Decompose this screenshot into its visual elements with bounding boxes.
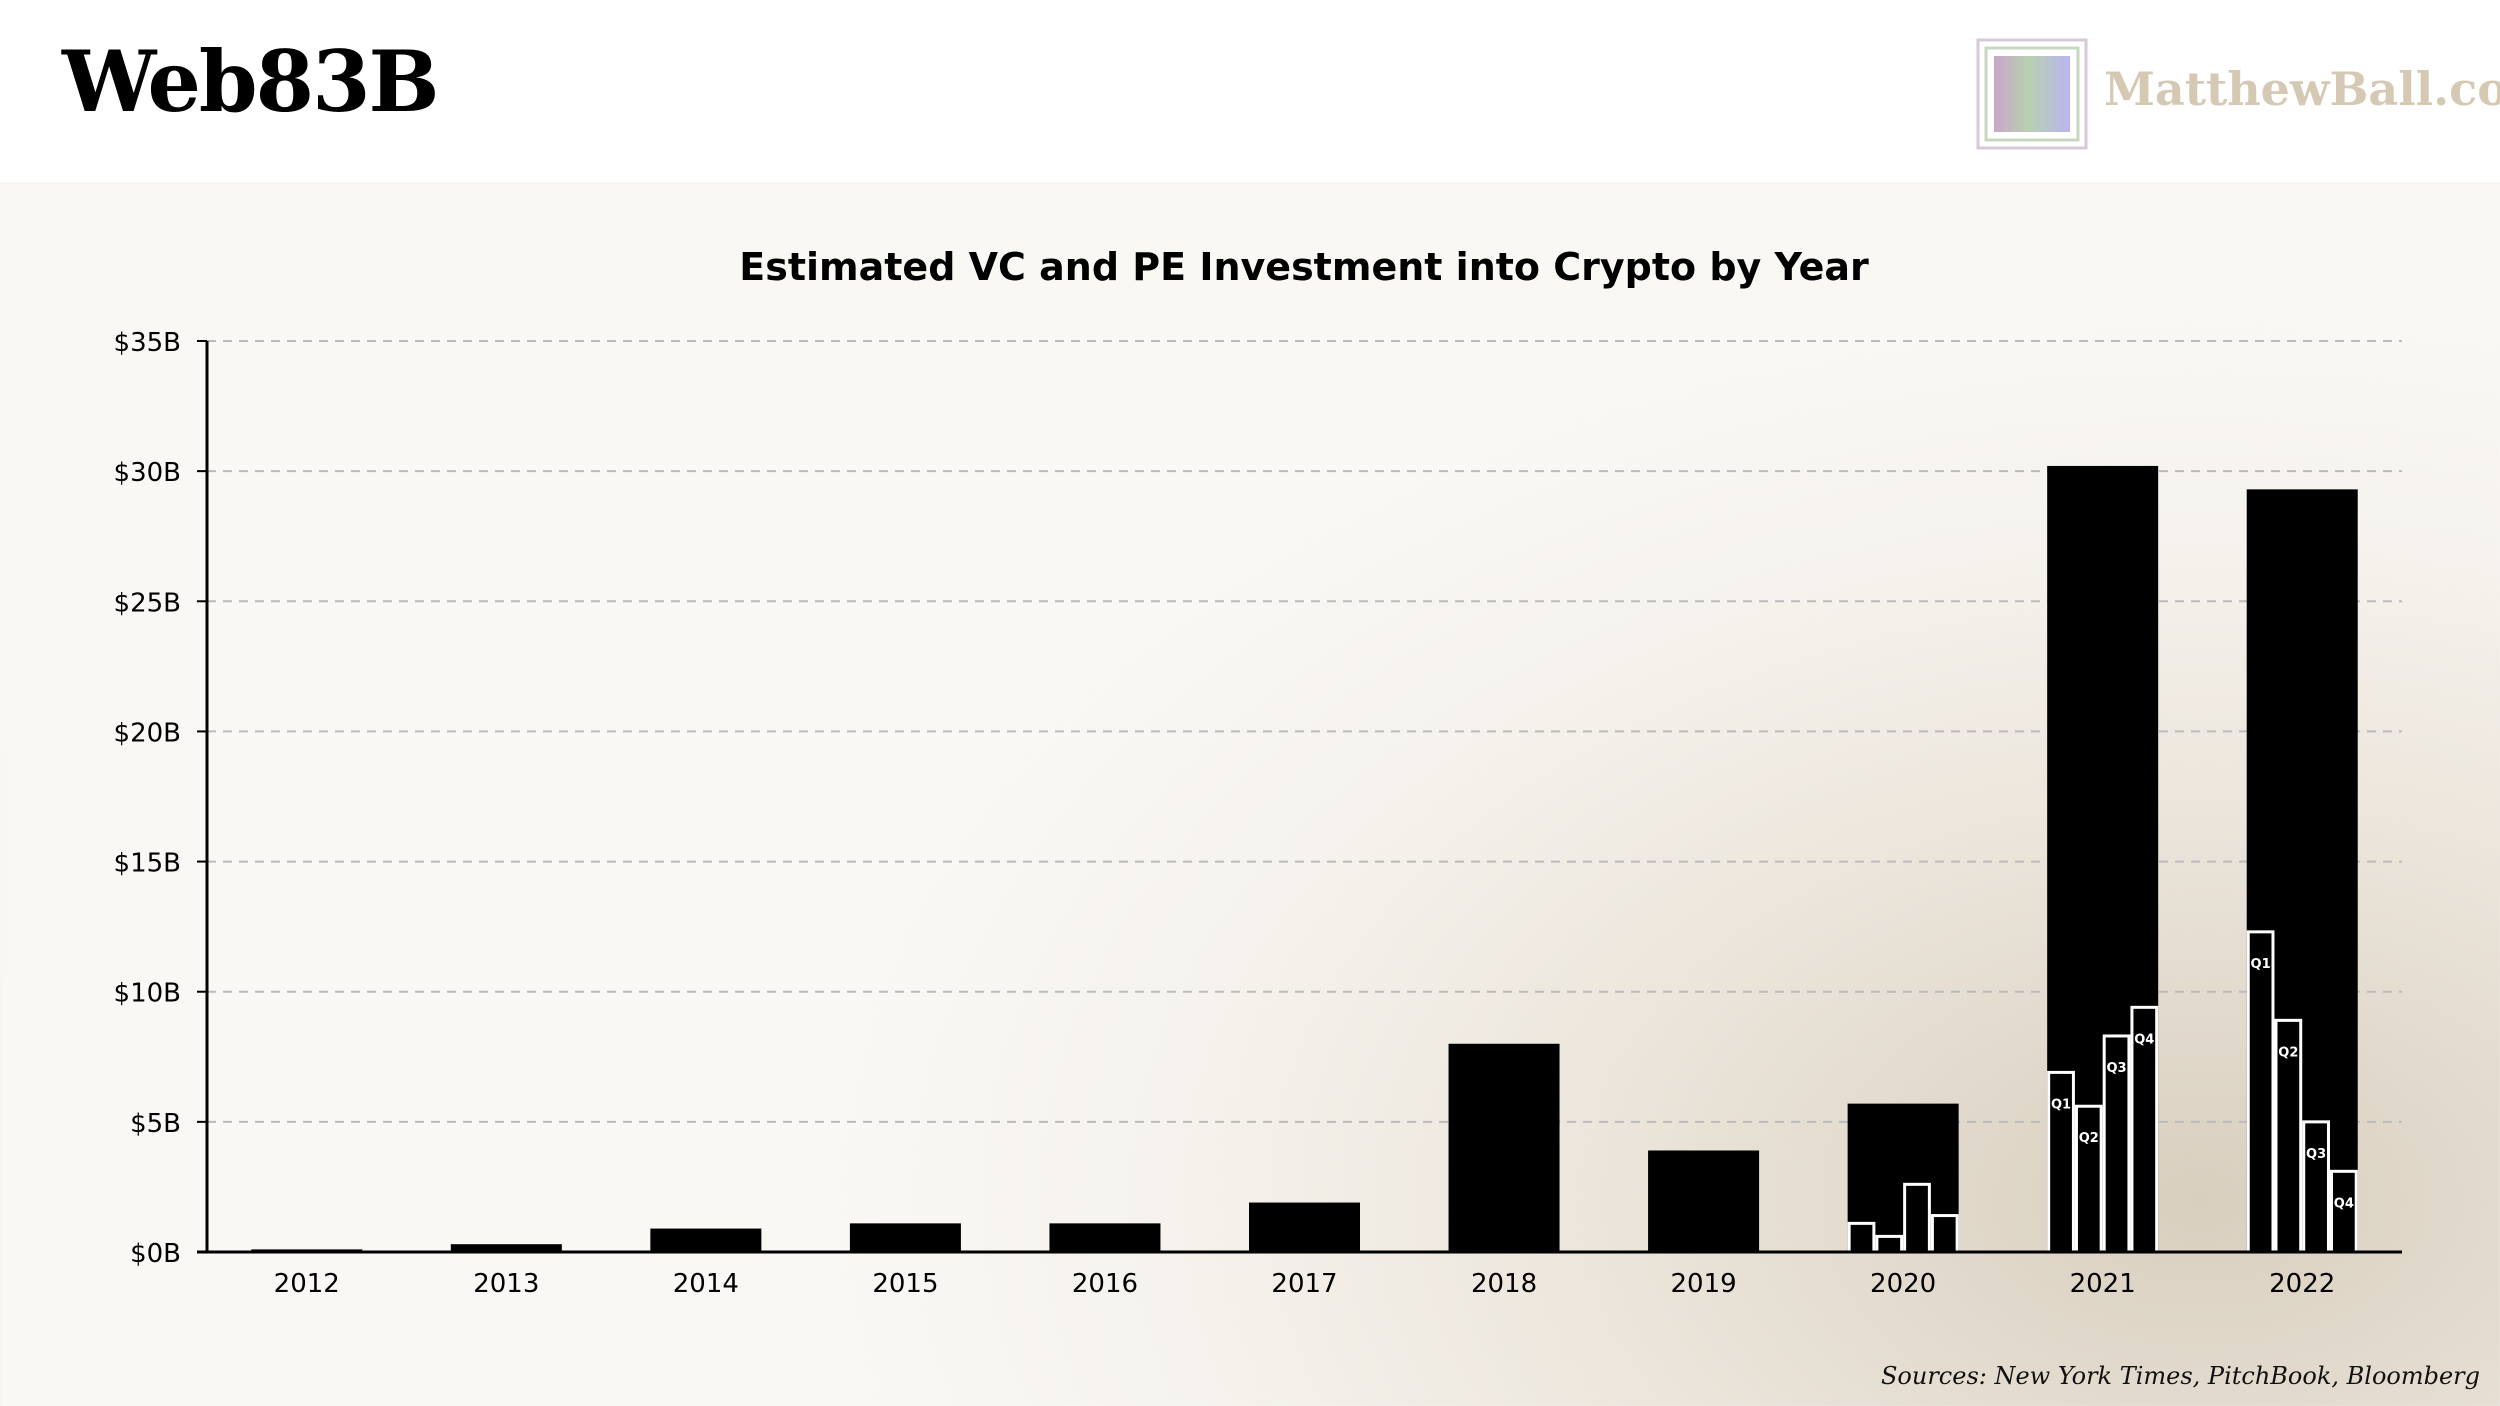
quarter-label: Q1	[2251, 957, 2271, 972]
y-tick-label: $10B	[114, 979, 181, 1009]
deck-title: Web83B	[62, 32, 440, 131]
bar-2014	[650, 1228, 762, 1252]
quarter-bar-2022-3	[2302, 1120, 2330, 1254]
quarter-bar-2021-4	[2130, 1005, 2159, 1254]
quarter-bar-2021-1	[2047, 1070, 2075, 1254]
quarter-bar-2021-3	[2102, 1034, 2131, 1254]
chart-axes	[197, 340, 2402, 1254]
y-tick-label: $15B	[114, 849, 181, 879]
x-tick-label: 2016	[1072, 1269, 1138, 1299]
y-tick-label: $30B	[114, 458, 181, 488]
x-tick-label: 2013	[473, 1269, 539, 1299]
bar-2017	[1249, 1202, 1360, 1252]
bar-2016	[1049, 1223, 1161, 1252]
bar-2018	[1448, 1043, 1560, 1252]
y-tick-label: $20B	[114, 718, 181, 748]
chart-grid	[207, 340, 2402, 1123]
quarter-bar-2020-2	[1875, 1234, 1904, 1254]
brand-logo-icon	[1976, 38, 2088, 150]
x-tick-label: 2022	[2269, 1269, 2335, 1299]
x-tick-label: 2015	[872, 1269, 938, 1299]
x-tick-label: 2019	[1671, 1269, 1737, 1299]
x-tick-label: 2012	[274, 1269, 340, 1299]
x-tick-label: 2020	[1870, 1269, 1936, 1299]
quarter-bar-2020-4	[1930, 1214, 1959, 1254]
x-tick-label: 2021	[2070, 1269, 2136, 1299]
x-tick-label: 2018	[1471, 1269, 1537, 1299]
quarter-label: Q4	[2134, 1032, 2154, 1047]
x-tick-label: 2014	[673, 1269, 739, 1299]
quarter-bar-2022-2	[2274, 1018, 2303, 1254]
quarter-bar-2022-1	[2246, 930, 2275, 1254]
quarter-bar-2022-4	[2329, 1169, 2358, 1254]
chart-bars	[251, 465, 2358, 1254]
brand-name: MatthewBall.co	[2104, 62, 2500, 116]
bar-2019	[1648, 1150, 1760, 1252]
y-tick-label: $0B	[130, 1239, 181, 1269]
quarter-label: Q2	[2278, 1045, 2298, 1060]
bar-2015	[849, 1223, 961, 1252]
quarter-bar-2020-1	[1847, 1221, 1876, 1254]
y-tick-label: $35B	[114, 328, 181, 358]
chart-title: Estimated VC and PE Investment into Cryp…	[739, 245, 1869, 289]
quarter-bar-2021-2	[2074, 1104, 2103, 1254]
quarter-bar-2020-3	[1903, 1182, 1931, 1254]
quarter-label: Q3	[2107, 1061, 2127, 1076]
chart-labels: $0B $5B $10B $15B $20B $25B $30B $35B Q1 Q2 Q3 Q4 Q1…	[114, 328, 2354, 1299]
header: Web83B MatthewBall.co	[0, 0, 2500, 182]
y-tick-label: $25B	[114, 588, 181, 618]
quarter-label: Q1	[2051, 1097, 2071, 1112]
quarter-label: Q2	[2079, 1131, 2099, 1146]
bar-2013	[450, 1244, 562, 1252]
x-tick-label: 2017	[1271, 1269, 1337, 1299]
source-note: Sources: New York Times, PitchBook, Bloo…	[1880, 1362, 2480, 1390]
y-tick-label: $5B	[130, 1109, 181, 1139]
quarter-label: Q3	[2306, 1147, 2326, 1162]
quarter-label: Q4	[2334, 1196, 2354, 1211]
